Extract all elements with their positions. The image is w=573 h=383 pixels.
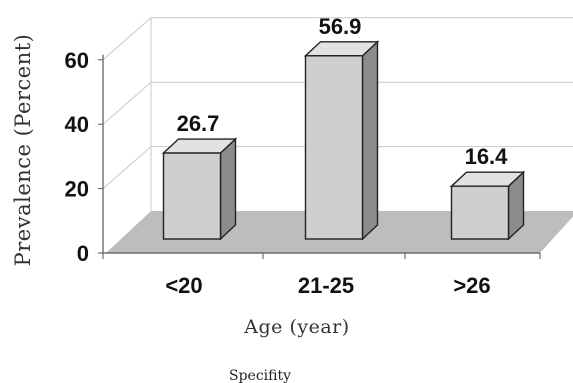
y-tick-label-20: 20 bbox=[65, 177, 89, 202]
figure-caption: Specifity bbox=[229, 368, 291, 383]
y-tick-label-0: 0 bbox=[77, 241, 89, 266]
bar-front-0 bbox=[162, 152, 222, 240]
axes bbox=[98, 54, 541, 259]
x-tick-label-1: 21-25 bbox=[298, 273, 354, 298]
y-tick-label-40: 40 bbox=[65, 112, 89, 137]
y-axis-title: Prevalence (Percent) bbox=[11, 34, 35, 267]
x-axis-title: Age (year) bbox=[243, 316, 349, 338]
data-label-1: 56.9 bbox=[319, 14, 362, 39]
bar-1 bbox=[303, 40, 380, 241]
bar-side-0 bbox=[219, 137, 237, 241]
data-label-2: 16.4 bbox=[465, 144, 509, 169]
x-tick-label-2: >26 bbox=[453, 273, 490, 298]
grid-lines bbox=[102, 17, 573, 211]
x-tick-label-0: <20 bbox=[165, 273, 202, 298]
bar-0 bbox=[161, 137, 238, 241]
data-label-0: 26.7 bbox=[177, 111, 220, 136]
y-tick-label-60: 60 bbox=[65, 48, 89, 73]
labels: 0 20 40 60 26.7 <20 56.9 21-25 16.4 >26 bbox=[65, 14, 509, 298]
bars bbox=[161, 40, 526, 241]
bar-front-1 bbox=[304, 55, 364, 240]
bar-front-2 bbox=[450, 185, 510, 240]
bar-side-1 bbox=[361, 40, 379, 241]
bar-2 bbox=[449, 170, 526, 241]
